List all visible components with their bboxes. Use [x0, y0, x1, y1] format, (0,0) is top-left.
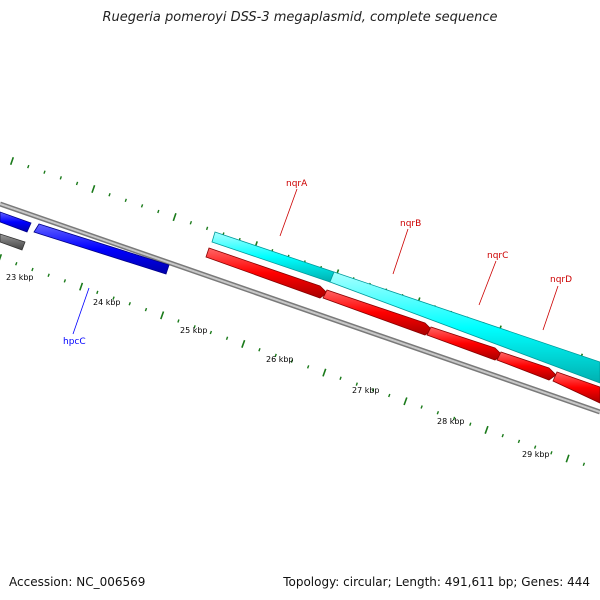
- gene-next-forward: [552, 371, 600, 404]
- inner-tick-mark: [160, 311, 165, 320]
- inner-tick-mark: [274, 353, 277, 358]
- inner-tick-mark: [420, 405, 423, 409]
- map-title: Ruegeria pomeroyi DSS-3 megaplasmid, com…: [102, 10, 498, 25]
- scale-label-23kbp: 23 kbp: [6, 273, 34, 282]
- inner-tick-mark: [79, 282, 84, 291]
- inner-tick-mark: [322, 368, 327, 377]
- length-label: Length:: [395, 575, 441, 589]
- inner-tick-mark: [144, 307, 148, 312]
- inner-tick-mark: [177, 319, 180, 323]
- inner-tick-mark: [388, 393, 391, 398]
- inner-tick-mark: [339, 376, 342, 381]
- outer-tick-mark: [205, 226, 209, 231]
- topology-value: circular: [343, 575, 388, 589]
- gene-nqrC: [426, 326, 503, 361]
- reverse-cds-fragment: [0, 211, 32, 233]
- gene-label-hpcC: hpcC: [63, 337, 86, 347]
- gene-label-nqrB: nqrB: [400, 219, 421, 229]
- inner-tick-mark: [128, 302, 131, 306]
- outer-tick-mark: [59, 176, 62, 180]
- inner-tick-mark: [582, 462, 586, 467]
- inner-tick-mark: [469, 422, 472, 426]
- other-feature-fragment: [0, 233, 26, 251]
- inner-tick-mark: [209, 330, 213, 335]
- genes-value: 444: [567, 575, 590, 589]
- inner-tick-mark: [355, 382, 358, 386]
- outer-tick-mark: [75, 181, 79, 186]
- outer-tick-mark: [9, 156, 15, 166]
- inner-tick-mark: [452, 416, 456, 421]
- inner-tick-mark: [31, 267, 34, 272]
- gene-nqrD: [496, 351, 557, 381]
- inner-tick-mark: [241, 339, 246, 348]
- scale-label-28kbp: 28 kbp: [437, 417, 465, 426]
- gene-hpcC: [33, 223, 170, 275]
- inner-tick-mark: [403, 397, 408, 406]
- topology-label: Topology:: [283, 575, 340, 589]
- scale-label-29kbp: 29 kbp: [522, 450, 550, 459]
- outer-tick-mark: [172, 213, 177, 222]
- inner-tick-mark: [565, 454, 570, 463]
- inner-tick-mark: [225, 336, 229, 340]
- gene-label-nqrC: nqrC: [487, 251, 508, 261]
- outer-tick-mark: [157, 209, 160, 214]
- reverse-features: [0, 211, 170, 275]
- forward-features: [205, 231, 600, 404]
- inner-tick-mark: [371, 388, 375, 392]
- outer-tick-mark: [27, 164, 30, 169]
- inner-tick-mark: [47, 273, 50, 277]
- label-leaders: [72, 188, 559, 335]
- outer-tick-mark: [124, 198, 127, 203]
- accession-footer: Accession: NC_006569: [9, 575, 145, 589]
- accession-label: Accession:: [9, 575, 73, 589]
- gene-label-nqrA: nqrA: [286, 179, 308, 189]
- scale-label-25kbp: 25 kbp: [180, 326, 208, 335]
- genes-label: Genes:: [521, 575, 564, 589]
- inner-tick-mark: [0, 253, 3, 261]
- gene-nqrA: [205, 247, 328, 299]
- outer-tick-mark: [140, 204, 144, 208]
- inner-tick-mark: [501, 433, 504, 438]
- inner-tick-mark: [96, 290, 99, 295]
- inner-tick-mark: [112, 296, 115, 300]
- inner-tick-mark: [436, 410, 440, 415]
- sequence-backbone: [0, 201, 600, 415]
- inner-tick-ring: [0, 253, 586, 467]
- outer-tick-mark: [108, 192, 111, 197]
- inner-tick-mark: [193, 325, 196, 329]
- inner-tick-mark: [63, 279, 67, 283]
- inner-tick-mark: [306, 365, 310, 369]
- inner-tick-mark: [550, 451, 553, 455]
- scale-label-24kbp: 24 kbp: [93, 298, 121, 307]
- inner-tick-mark: [15, 261, 18, 266]
- inner-tick-mark: [533, 445, 537, 449]
- scale-label-27kbp: 27 kbp: [352, 386, 380, 395]
- scale-labels: 23 kbp 24 kbp 25 kbp 26 kbp 27 kbp 28 kb…: [6, 273, 550, 459]
- inner-tick-mark: [484, 425, 489, 434]
- scale-label-26kbp: 26 kbp: [266, 355, 294, 364]
- outer-tick-mark: [189, 220, 193, 225]
- gene-labels: hpcC nqrA nqrB nqrC nqrD: [63, 179, 572, 347]
- inner-tick-mark: [290, 359, 294, 363]
- cog-track-segment: [329, 271, 600, 384]
- inner-tick-mark: [258, 347, 261, 352]
- accession-value: NC_006569: [76, 575, 146, 589]
- outer-tick-mark: [91, 185, 96, 194]
- gene-nqrB: [322, 289, 433, 336]
- inner-tick-mark: [517, 439, 521, 444]
- gene-label-nqrD: nqrD: [550, 275, 572, 285]
- outer-tick-mark: [43, 170, 46, 174]
- length-value: 491,611 bp: [444, 575, 514, 589]
- summary-footer: Topology: circular; Length: 491,611 bp; …: [283, 575, 590, 589]
